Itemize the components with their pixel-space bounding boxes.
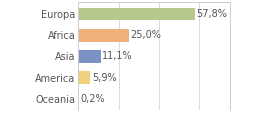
Bar [78, 8, 195, 20]
Bar [78, 50, 101, 63]
Text: 25,0%: 25,0% [130, 30, 161, 40]
Text: 57,8%: 57,8% [196, 9, 227, 19]
Text: 0,2%: 0,2% [80, 94, 105, 104]
Bar [78, 92, 79, 105]
Bar [78, 71, 90, 84]
Bar [78, 29, 129, 42]
Text: 11,1%: 11,1% [102, 51, 133, 61]
Text: 5,9%: 5,9% [92, 73, 116, 83]
